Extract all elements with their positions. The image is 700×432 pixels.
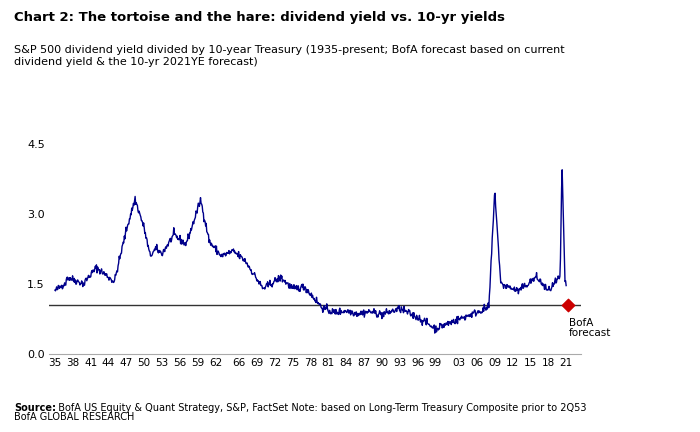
Text: forecast: forecast bbox=[569, 328, 612, 339]
Text: S&P 500 dividend yield divided by 10-year Treasury (1935-present; BofA forecast : S&P 500 dividend yield divided by 10-yea… bbox=[14, 45, 565, 67]
Text: Source:: Source: bbox=[14, 403, 56, 413]
Text: BofA GLOBAL RESEARCH: BofA GLOBAL RESEARCH bbox=[14, 413, 134, 422]
Text: BofA: BofA bbox=[569, 318, 594, 328]
Text: Chart 2: The tortoise and the hare: dividend yield vs. 10-yr yields: Chart 2: The tortoise and the hare: divi… bbox=[14, 11, 505, 24]
Point bbox=[562, 302, 573, 308]
Text: BofA US Equity & Quant Strategy, S&P, FactSet Note: based on Long-Term Treasury : BofA US Equity & Quant Strategy, S&P, Fa… bbox=[52, 403, 587, 413]
